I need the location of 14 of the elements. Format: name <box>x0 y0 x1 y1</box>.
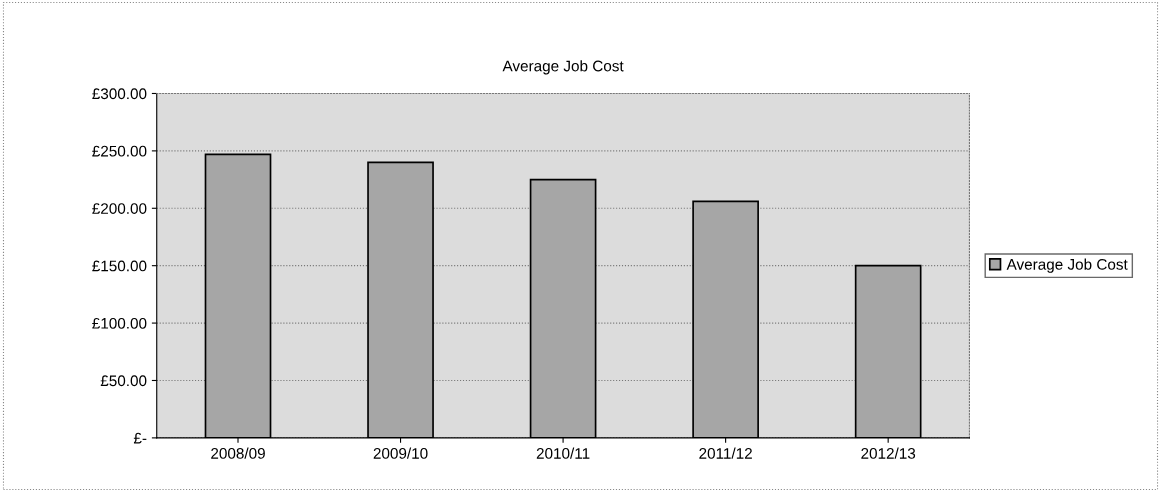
y-tick-label: £200.00 <box>92 203 147 214</box>
x-tick-label: 2011/12 <box>699 447 752 459</box>
y-tick-label: £50.00 <box>100 375 147 387</box>
legend-label: Average Job Cost <box>1006 258 1128 273</box>
x-tick-label: 2008/09 <box>211 447 265 459</box>
y-tick-label: £100.00 <box>92 317 147 329</box>
y-tick-label: £250.00 <box>92 145 147 157</box>
x-tick-label: 2009/10 <box>373 447 428 459</box>
x-tick-label: 2012/13 <box>861 447 916 459</box>
x-tick-label: 2010/11 <box>536 447 590 459</box>
y-tick-label: £150.00 <box>92 260 147 272</box>
y-tick-label: £300.00 <box>92 88 147 100</box>
y-tick-label: £- <box>133 432 147 444</box>
chart-title: Average Job Cost <box>502 60 624 75</box>
